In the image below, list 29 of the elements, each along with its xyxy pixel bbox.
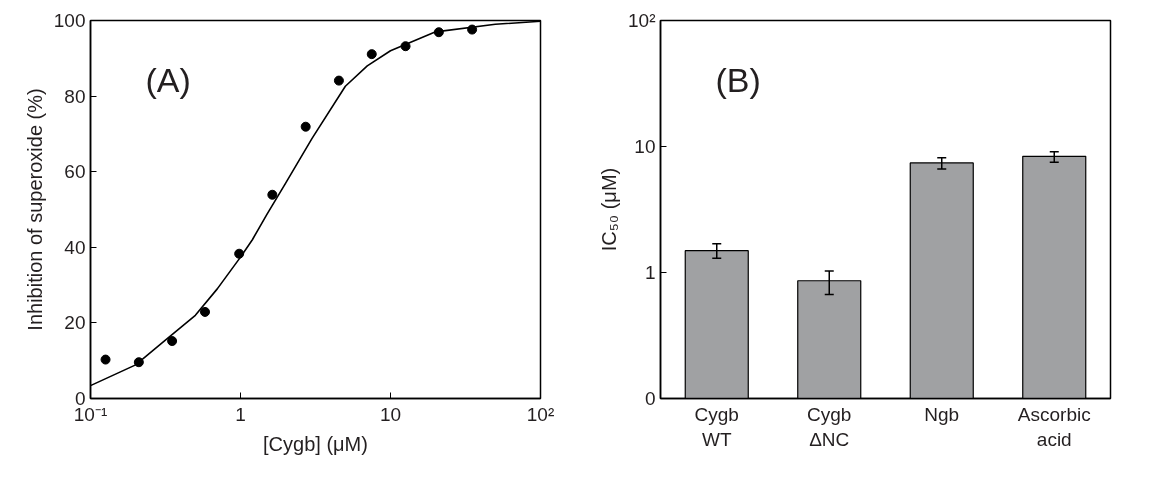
- y-tick-label: 40: [64, 236, 86, 258]
- x-tick-label: Ngb: [924, 403, 960, 425]
- y-tick-label: 20: [64, 312, 86, 334]
- x-tick-label: Cygb WT: [694, 403, 739, 450]
- y-tick-label: 1: [644, 262, 656, 283]
- y-tick-label: 0: [644, 388, 656, 409]
- y-tick-label: 80: [64, 85, 86, 107]
- x-axis-title: [Cygb] (μM): [263, 432, 368, 455]
- point: [300, 121, 311, 132]
- y-tick-label: 10²: [628, 10, 656, 31]
- x-tick-label: 10: [379, 403, 402, 425]
- point: [267, 189, 278, 200]
- point: [167, 336, 178, 347]
- y-axis-title: Inhibition of superoxide (%): [23, 88, 46, 331]
- x-tick-label: 10²: [526, 403, 555, 425]
- point: [333, 75, 344, 86]
- x-tick-label: Cygb ΔNC: [807, 403, 852, 450]
- y-tick-label: 10: [634, 136, 656, 157]
- point: [200, 306, 211, 317]
- y-tick-label: 60: [64, 161, 86, 183]
- point: [366, 49, 377, 60]
- x-tick-label: 1: [235, 403, 246, 425]
- annotation: (B): [715, 60, 761, 99]
- x-tick-label: Ascorbic acid: [1017, 403, 1091, 450]
- point: [100, 354, 111, 365]
- annotation: (A): [145, 60, 191, 99]
- y-axis-title: IC₅₀ (μM): [598, 167, 621, 252]
- y-tick-label: 100: [53, 10, 86, 31]
- y-tick-label: 0: [74, 388, 86, 409]
